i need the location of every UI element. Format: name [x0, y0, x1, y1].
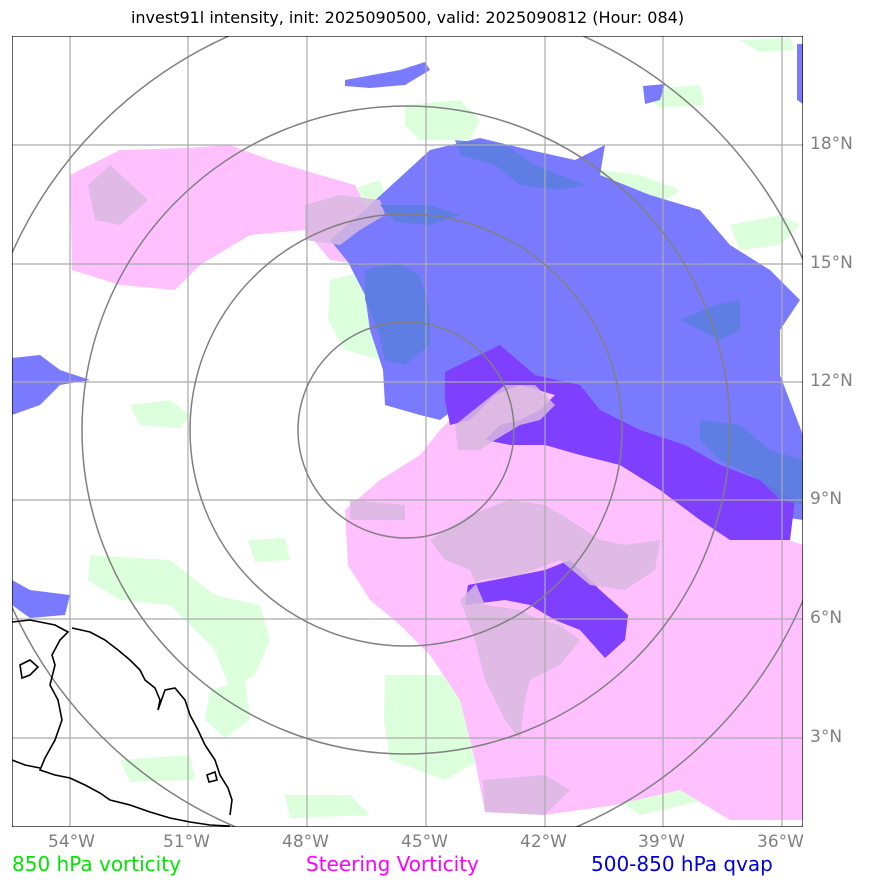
lat-label: 6°N: [810, 608, 843, 628]
lat-label: 15°N: [810, 253, 853, 273]
lat-label: 18°N: [810, 134, 853, 154]
lon-label: 54°W: [48, 832, 95, 852]
overlap-layer: [445, 345, 795, 658]
lon-label: 48°W: [282, 832, 329, 852]
lon-label: 51°W: [163, 832, 210, 852]
range-ring: [297, 321, 515, 539]
qvap-layer: [12, 44, 803, 618]
map-panel: [12, 36, 803, 827]
legend-qvap: 500-850 hPa qvap: [591, 852, 773, 876]
legend-steering-vorticity: Steering Vorticity: [306, 852, 479, 876]
coastline: [12, 619, 233, 827]
lon-label: 42°W: [520, 832, 567, 852]
range-rings: [12, 36, 803, 827]
mixed-overlap-layer: [88, 165, 660, 815]
lat-label: 3°N: [810, 727, 843, 747]
lon-label: 39°W: [638, 832, 685, 852]
graticule: [12, 36, 803, 827]
lon-label: 45°W: [401, 832, 448, 852]
range-ring: [81, 105, 731, 755]
chart-title: invest91l intensity, init: 2025090500, v…: [130, 8, 685, 27]
legend-850-vorticity: 850 hPa vorticity: [12, 852, 181, 876]
lat-label: 12°N: [810, 371, 853, 391]
lat-label: 9°N: [810, 489, 843, 509]
lon-label: 36°W: [757, 832, 804, 852]
qvap-dark-layer: [365, 140, 803, 505]
range-ring: [189, 213, 623, 647]
